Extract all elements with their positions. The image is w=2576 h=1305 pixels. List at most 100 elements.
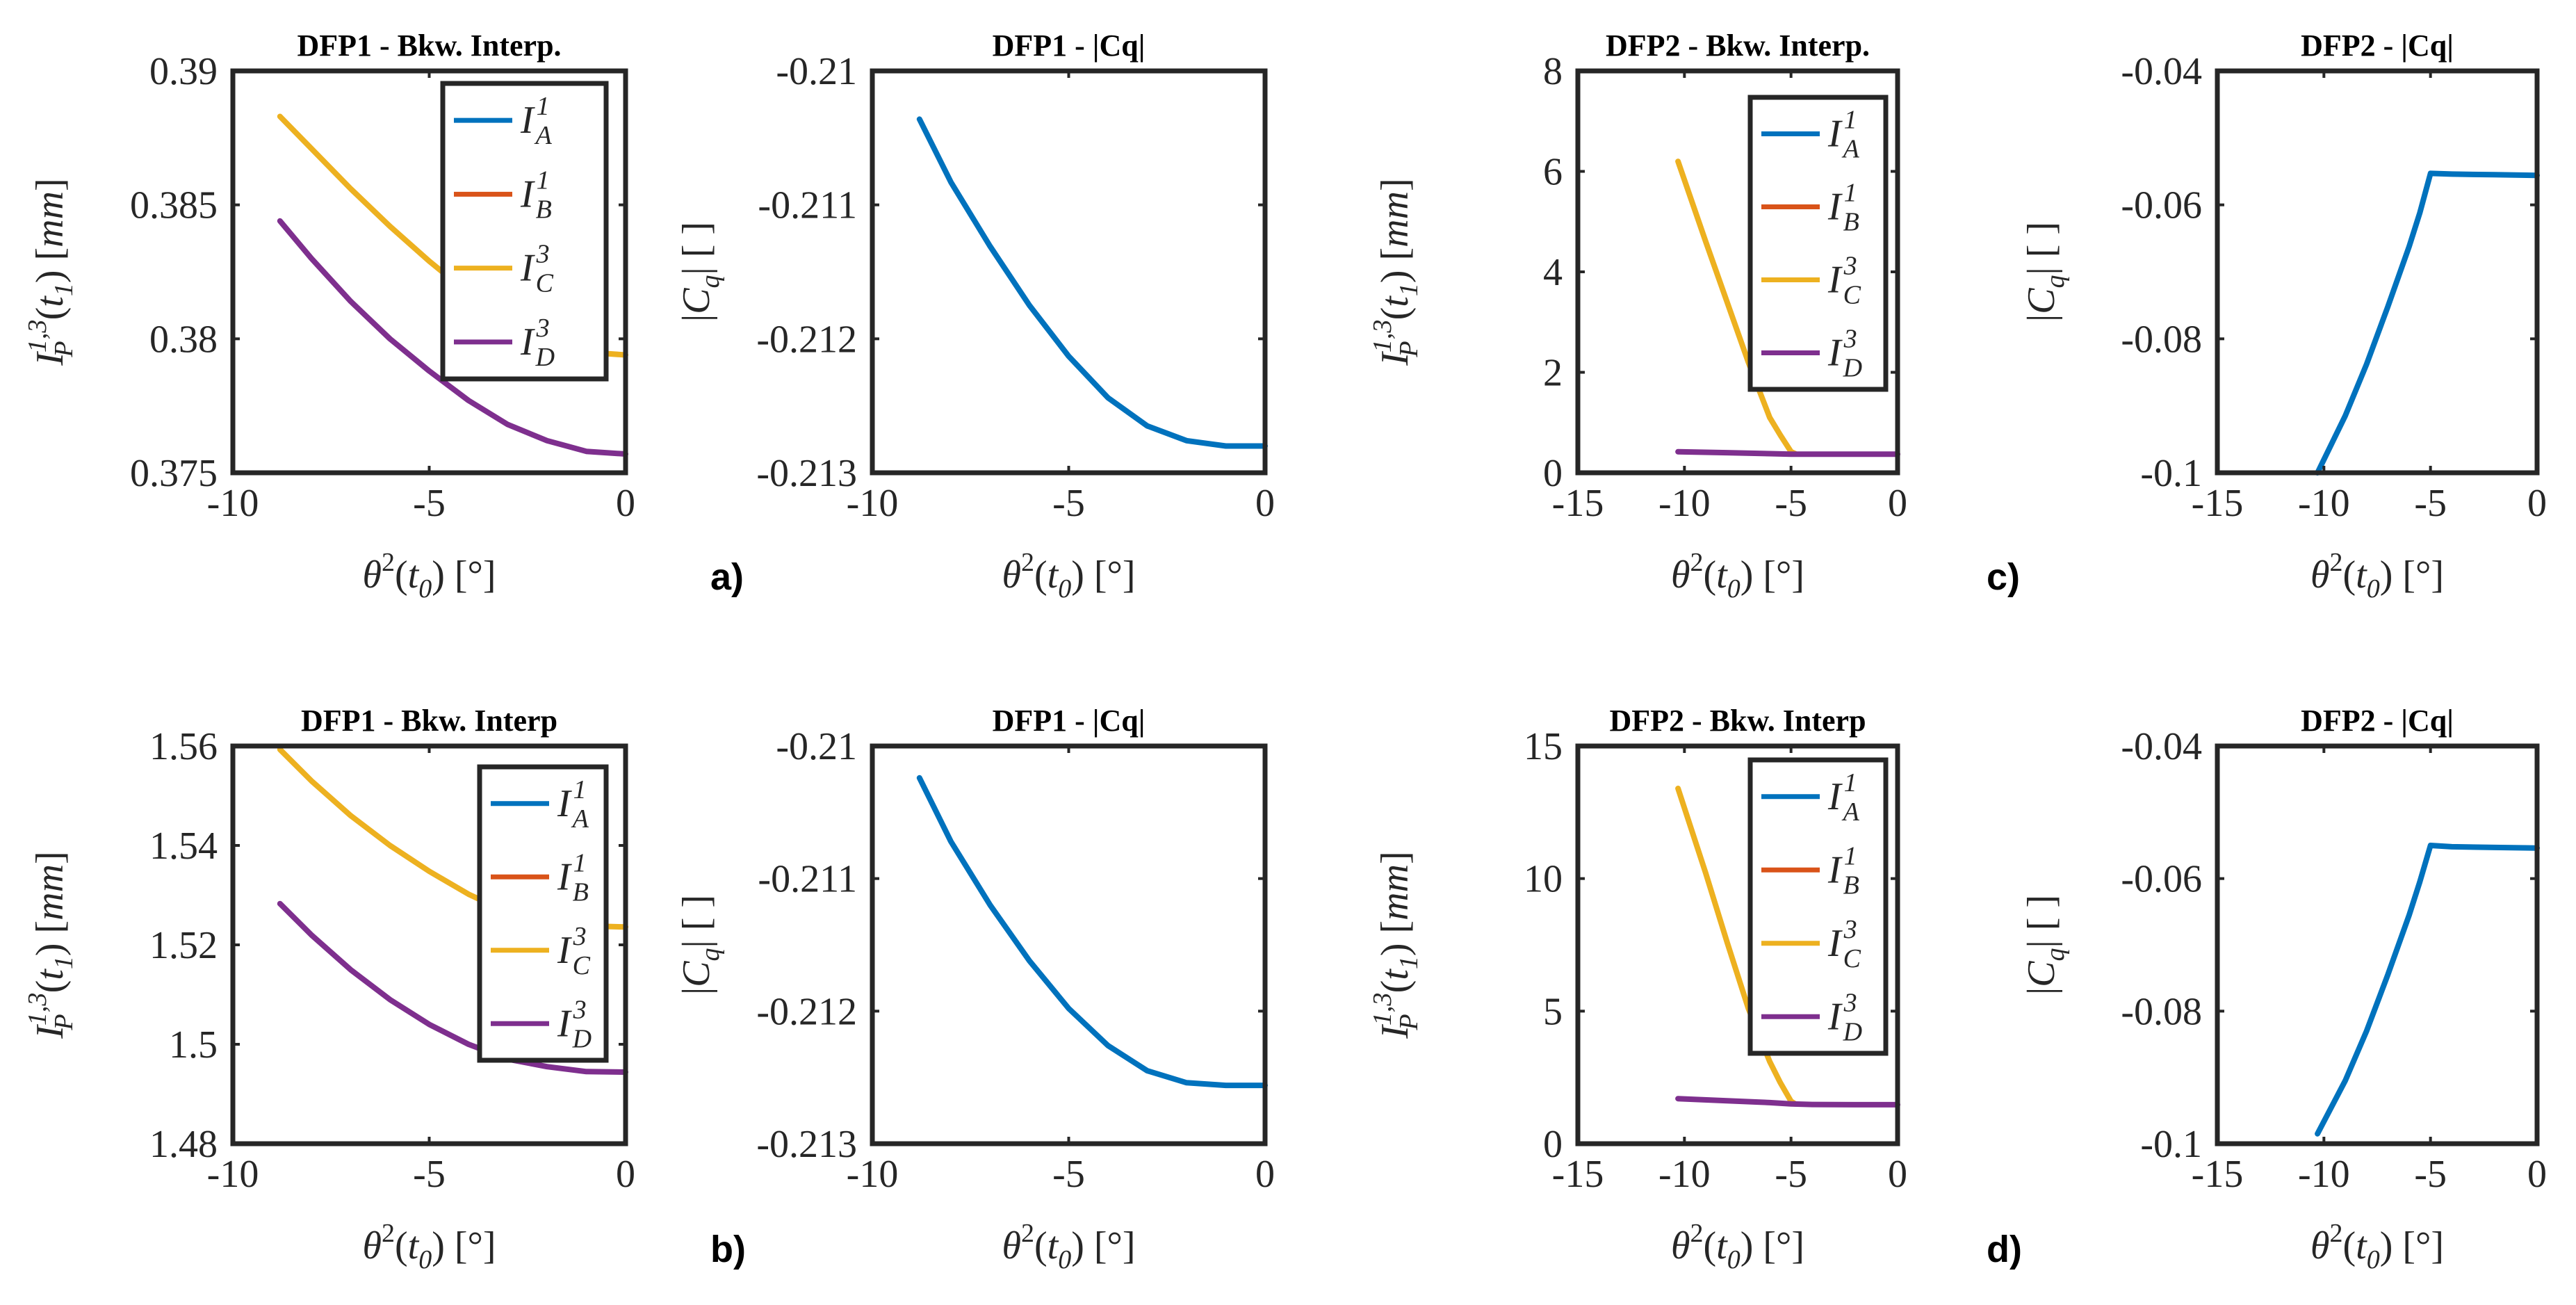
p2-plot-area [872, 71, 1265, 473]
p3-ytick-label-2: 4 [1543, 251, 1563, 294]
p1-xtick-label-1: -5 [413, 482, 446, 525]
p2-xtick-label-2: 0 [1255, 482, 1275, 525]
p5-ytick-label-1: 1.5 [169, 1023, 218, 1067]
panel-p2: -10 -5 0 -0.213 -0.212 -0.211 -0.21 DFP1 - |Cq|… [675, 29, 1275, 603]
p5-xlabel: θ2(t0) [°] [362, 1219, 496, 1274]
p4-xtick-label-1: -10 [2298, 482, 2350, 525]
p8-xtick-label-0: -15 [2192, 1153, 2244, 1196]
p6-series-0 [916, 775, 1268, 1089]
p2-xtick-label-0: -10 [847, 482, 899, 525]
p7-series-3 [1675, 1096, 1900, 1108]
p8-plot-area [2217, 746, 2537, 1144]
p6-ylabel: |Cq| [ ] [675, 895, 725, 995]
p2-ytick-label-3: -0.21 [776, 50, 857, 93]
p7-xtick-label-3: 0 [1888, 1153, 1907, 1196]
p7-ylabel: I1,3P(t1) [mm] [1368, 851, 1424, 1039]
p3-series-3 [1675, 448, 1900, 457]
panel-p1: -10 -5 0 0.375 0.38 0.385 0.39 DFP1 - Bkw. Inte… [23, 29, 635, 603]
p1-ytick-label-3: 0.39 [149, 50, 218, 93]
p8-ytick-label-1: -0.08 [2121, 990, 2202, 1033]
p1-xtick-label-0: -10 [207, 482, 259, 525]
p4-ylabel: |Cq| [ ] [2020, 222, 2070, 322]
p2-ytick-label-0: -0.213 [756, 452, 857, 495]
p6-ytick-label-0: -0.213 [756, 1123, 857, 1166]
p3-ytick-label-0: 0 [1543, 452, 1563, 495]
panel-p3: -15 -10 -5 0 0 2 4 6 8 DFP2 - Bkw. Interp. I1,3P(t… [1368, 29, 1907, 603]
p3-ytick-label-1: 2 [1543, 352, 1563, 395]
p5-ytick-label-0: 1.48 [149, 1123, 218, 1166]
p1-ytick-label-0: 0.375 [130, 452, 218, 495]
p2-title: DFP1 - |Cq| [993, 29, 1146, 63]
p8-xtick-label-3: 0 [2527, 1153, 2547, 1196]
p4-title: DFP2 - |Cq| [2301, 29, 2454, 63]
p6-ytick-label-1: -0.212 [756, 990, 857, 1033]
p3-xtick-label-0: -15 [1552, 482, 1604, 525]
p7-ytick-label-0: 0 [1543, 1123, 1563, 1166]
p8-title: DFP2 - |Cq| [2301, 704, 2454, 738]
panel-p6: -10 -5 0 -0.213 -0.212 -0.211 -0.21 DFP1 - |Cq|… [675, 704, 1275, 1274]
p3-xtick-label-3: 0 [1888, 482, 1907, 525]
p4-ytick-label-1: -0.08 [2121, 318, 2202, 361]
p5-xtick-label-1: -5 [413, 1153, 446, 1196]
p4-axes-box [2215, 68, 2540, 476]
p5-xtick-label-0: -10 [207, 1153, 259, 1196]
panel-p5: -10 -5 0 1.48 1.5 1.52 1.54 1.56 DFP1 - Bkw. Int… [23, 704, 635, 1274]
p3-ytick-label-4: 8 [1543, 50, 1563, 93]
p5-ylabel: I1,3P(t1) [mm] [23, 851, 79, 1039]
p3-legend: I 1 A I 1 B I 3 C I 3 D [1747, 95, 1889, 392]
p7-xtick-label-0: -15 [1552, 1153, 1604, 1196]
p2-ytick-label-2: -0.211 [758, 184, 857, 227]
p5-legend: I 1 A I 1 B I 3 C I 3 D [477, 764, 609, 1063]
p6-xlabel: θ2(t0) [°] [1002, 1219, 1135, 1274]
p2-series-0 [916, 116, 1268, 449]
p1-xlabel: θ2(t0) [°] [362, 548, 496, 603]
p4-xlabel: θ2(t0) [°] [2310, 548, 2444, 603]
p8-series-0 [2315, 843, 2540, 1137]
p7-ytick-label-1: 5 [1543, 990, 1563, 1033]
p2-xlabel: θ2(t0) [°] [1002, 548, 1135, 603]
p8-ytick-label-2: -0.06 [2121, 858, 2202, 901]
panel-p8: -15 -10 -5 0 -0.1 -0.08 -0.06 -0.04 DFP2 - |Cq| |… [1987, 704, 2547, 1274]
p8-xtick-label-1: -10 [2298, 1153, 2350, 1196]
p6-panel-label: b) [710, 1229, 746, 1270]
p1-ylabel: I1,3P(t1) [mm] [23, 178, 79, 366]
p4-ytick-label-0: -0.1 [2140, 452, 2202, 495]
p4-xtick-label-2: -5 [2414, 482, 2447, 525]
p8-axes-box [2215, 743, 2540, 1146]
p5-ytick-label-4: 1.56 [149, 725, 218, 768]
p7-legend-box [1747, 757, 1889, 1056]
p8-panel-label: d) [1987, 1229, 2022, 1270]
p1-title: DFP1 - Bkw. Interp. [297, 29, 561, 63]
p7-ytick-label-3: 15 [1524, 725, 1563, 768]
p2-xtick-label-1: -5 [1052, 482, 1085, 525]
p2-ytick-label-1: -0.212 [756, 318, 857, 361]
p7-title: DFP2 - Bkw. Interp [1609, 704, 1866, 738]
p1-ytick-label-2: 0.385 [130, 184, 218, 227]
p2-ylabel: |Cq| [ ] [675, 222, 725, 322]
p8-xlabel: θ2(t0) [°] [2310, 1219, 2444, 1274]
p6-xtick-label-1: -5 [1052, 1153, 1085, 1196]
p3-ylabel: I1,3P(t1) [mm] [1368, 178, 1424, 366]
p4-ytick-label-3: -0.04 [2121, 50, 2202, 93]
p8-xtick-label-2: -5 [2414, 1153, 2447, 1196]
p6-ytick-label-3: -0.21 [776, 725, 857, 768]
p8-ytick-label-0: -0.1 [2140, 1123, 2202, 1166]
p3-xlabel: θ2(t0) [°] [1671, 548, 1804, 603]
p1-legend-box [440, 81, 609, 382]
p1-legend: I 1 A I 1 B I 3 C I 3 D [440, 81, 609, 382]
p8-ytick-label-3: -0.04 [2121, 725, 2202, 768]
p7-xtick-label-1: -10 [1658, 1153, 1711, 1196]
p4-xtick-label-3: 0 [2527, 482, 2547, 525]
